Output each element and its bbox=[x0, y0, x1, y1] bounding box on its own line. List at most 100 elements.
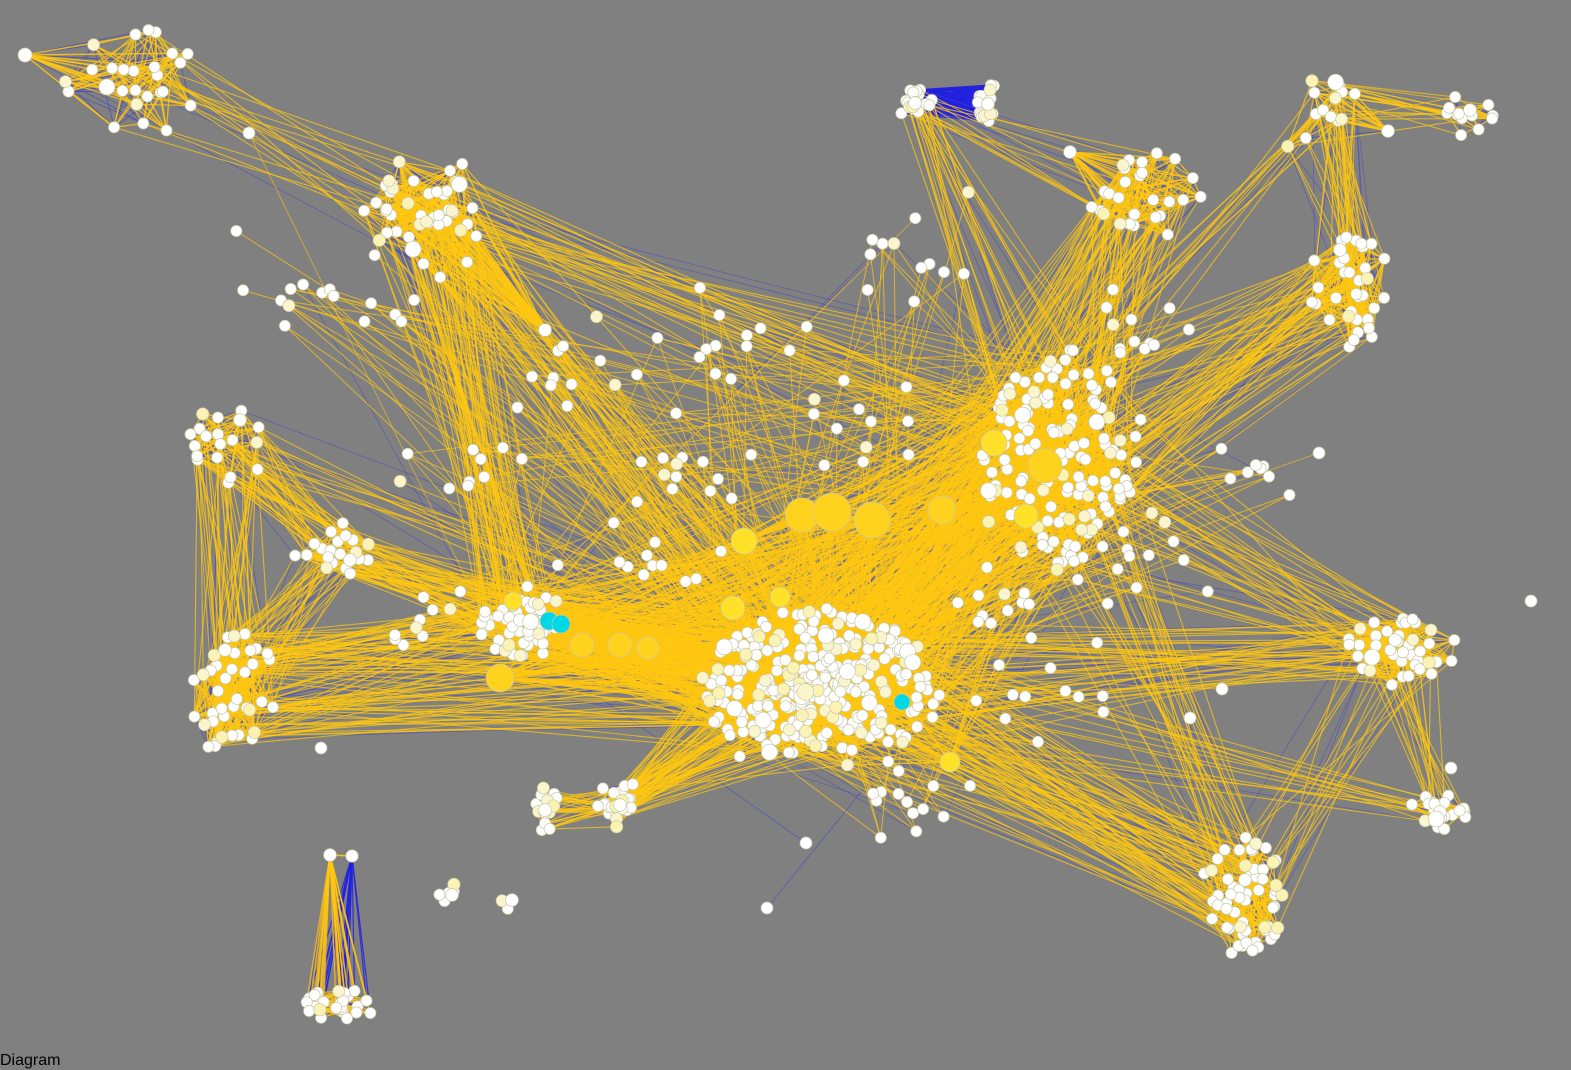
graph-node[interactable] bbox=[130, 29, 141, 40]
graph-node[interactable] bbox=[216, 703, 227, 714]
graph-node[interactable] bbox=[883, 736, 894, 747]
graph-node[interactable] bbox=[909, 97, 922, 110]
graph-node[interactable] bbox=[476, 629, 487, 640]
graph-node[interactable] bbox=[504, 592, 522, 610]
graph-node[interactable] bbox=[1364, 649, 1380, 665]
graph-node[interactable] bbox=[107, 63, 118, 74]
graph-node[interactable] bbox=[1020, 691, 1031, 702]
graph-node[interactable] bbox=[1102, 598, 1113, 609]
graph-node[interactable] bbox=[877, 238, 888, 249]
graph-node[interactable] bbox=[455, 586, 466, 597]
graph-node[interactable] bbox=[1386, 679, 1397, 690]
graph-node[interactable] bbox=[934, 690, 945, 701]
graph-node[interactable] bbox=[1073, 471, 1084, 482]
graph-node[interactable] bbox=[408, 175, 419, 186]
graph-node[interactable] bbox=[427, 604, 438, 615]
graph-node[interactable] bbox=[903, 449, 914, 460]
graph-node[interactable] bbox=[1076, 524, 1088, 536]
graph-node[interactable] bbox=[243, 127, 255, 139]
graph-node[interactable] bbox=[1117, 159, 1129, 171]
graph-node[interactable] bbox=[1129, 336, 1140, 347]
graph-node[interactable] bbox=[731, 528, 757, 554]
graph-node[interactable] bbox=[854, 664, 866, 676]
graph-node[interactable] bbox=[1272, 922, 1284, 934]
graph-node[interactable] bbox=[1131, 457, 1142, 468]
graph-node[interactable] bbox=[797, 684, 814, 701]
graph-node[interactable] bbox=[562, 400, 573, 411]
graph-node[interactable] bbox=[868, 659, 880, 671]
graph-node[interactable] bbox=[714, 310, 725, 321]
graph-node[interactable] bbox=[832, 618, 844, 630]
graph-node[interactable] bbox=[234, 414, 247, 427]
graph-node[interactable] bbox=[1259, 921, 1271, 933]
graph-node[interactable] bbox=[860, 441, 872, 453]
graph-node[interactable] bbox=[1354, 639, 1365, 650]
graph-node[interactable] bbox=[1341, 232, 1352, 243]
graph-node[interactable] bbox=[1105, 377, 1116, 388]
graph-node[interactable] bbox=[1267, 856, 1279, 868]
graph-node[interactable] bbox=[418, 592, 429, 603]
graph-node[interactable] bbox=[433, 210, 444, 221]
graph-node[interactable] bbox=[238, 285, 249, 296]
graph-node[interactable] bbox=[203, 741, 214, 752]
graph-node[interactable] bbox=[1107, 284, 1118, 295]
graph-node[interactable] bbox=[724, 730, 735, 741]
graph-node[interactable] bbox=[1159, 516, 1171, 528]
graph-node[interactable] bbox=[283, 300, 295, 312]
graph-node[interactable] bbox=[444, 165, 455, 176]
graph-node[interactable] bbox=[727, 701, 743, 717]
graph-node[interactable] bbox=[794, 650, 805, 661]
graph-node[interactable] bbox=[721, 596, 745, 620]
graph-node[interactable] bbox=[769, 635, 781, 647]
graph-node[interactable] bbox=[973, 590, 984, 601]
graph-node[interactable] bbox=[1063, 482, 1074, 493]
graph-node[interactable] bbox=[349, 985, 360, 996]
graph-node[interactable] bbox=[800, 837, 812, 849]
graph-node[interactable] bbox=[267, 702, 278, 713]
graph-node[interactable] bbox=[902, 796, 913, 807]
graph-node[interactable] bbox=[715, 546, 726, 557]
graph-node[interactable] bbox=[1060, 685, 1071, 696]
graph-node[interactable] bbox=[410, 622, 422, 634]
graph-node[interactable] bbox=[418, 258, 429, 269]
graph-node[interactable] bbox=[813, 493, 851, 531]
graph-node[interactable] bbox=[1328, 74, 1344, 90]
graph-node[interactable] bbox=[999, 588, 1011, 600]
graph-node[interactable] bbox=[331, 1002, 342, 1013]
graph-node[interactable] bbox=[1221, 922, 1232, 933]
graph-node[interactable] bbox=[1349, 88, 1360, 99]
graph-node[interactable] bbox=[1115, 347, 1126, 358]
graph-node[interactable] bbox=[938, 267, 949, 278]
graph-node[interactable] bbox=[883, 756, 894, 767]
graph-node[interactable] bbox=[916, 262, 927, 273]
graph-node[interactable] bbox=[99, 79, 115, 95]
graph-node[interactable] bbox=[1456, 130, 1467, 141]
graph-node[interactable] bbox=[389, 630, 400, 641]
graph-node[interactable] bbox=[197, 408, 209, 420]
graph-node[interactable] bbox=[821, 727, 832, 738]
graph-node[interactable] bbox=[522, 581, 533, 592]
graph-node[interactable] bbox=[980, 483, 996, 499]
graph-node[interactable] bbox=[1080, 454, 1091, 465]
graph-node[interactable] bbox=[1026, 632, 1037, 643]
graph-node[interactable] bbox=[981, 430, 1007, 456]
graph-node[interactable] bbox=[1028, 386, 1040, 398]
graph-node[interactable] bbox=[1184, 712, 1196, 724]
graph-node[interactable] bbox=[821, 603, 832, 614]
graph-node[interactable] bbox=[1164, 196, 1175, 207]
graph-node[interactable] bbox=[570, 633, 594, 657]
graph-node[interactable] bbox=[800, 725, 812, 737]
graph-node[interactable] bbox=[361, 995, 372, 1006]
graph-node[interactable] bbox=[225, 472, 236, 483]
graph-node[interactable] bbox=[777, 683, 789, 695]
graph-node[interactable] bbox=[1061, 423, 1073, 435]
graph-node[interactable] bbox=[1369, 617, 1380, 628]
graph-node[interactable] bbox=[746, 449, 757, 460]
graph-node[interactable] bbox=[680, 576, 691, 587]
graph-node[interactable] bbox=[1004, 388, 1016, 400]
graph-node[interactable] bbox=[1086, 380, 1097, 391]
graph-node[interactable] bbox=[909, 296, 920, 307]
graph-node[interactable] bbox=[762, 645, 773, 656]
graph-node[interactable] bbox=[855, 614, 871, 630]
graph-node[interactable] bbox=[1195, 191, 1206, 202]
